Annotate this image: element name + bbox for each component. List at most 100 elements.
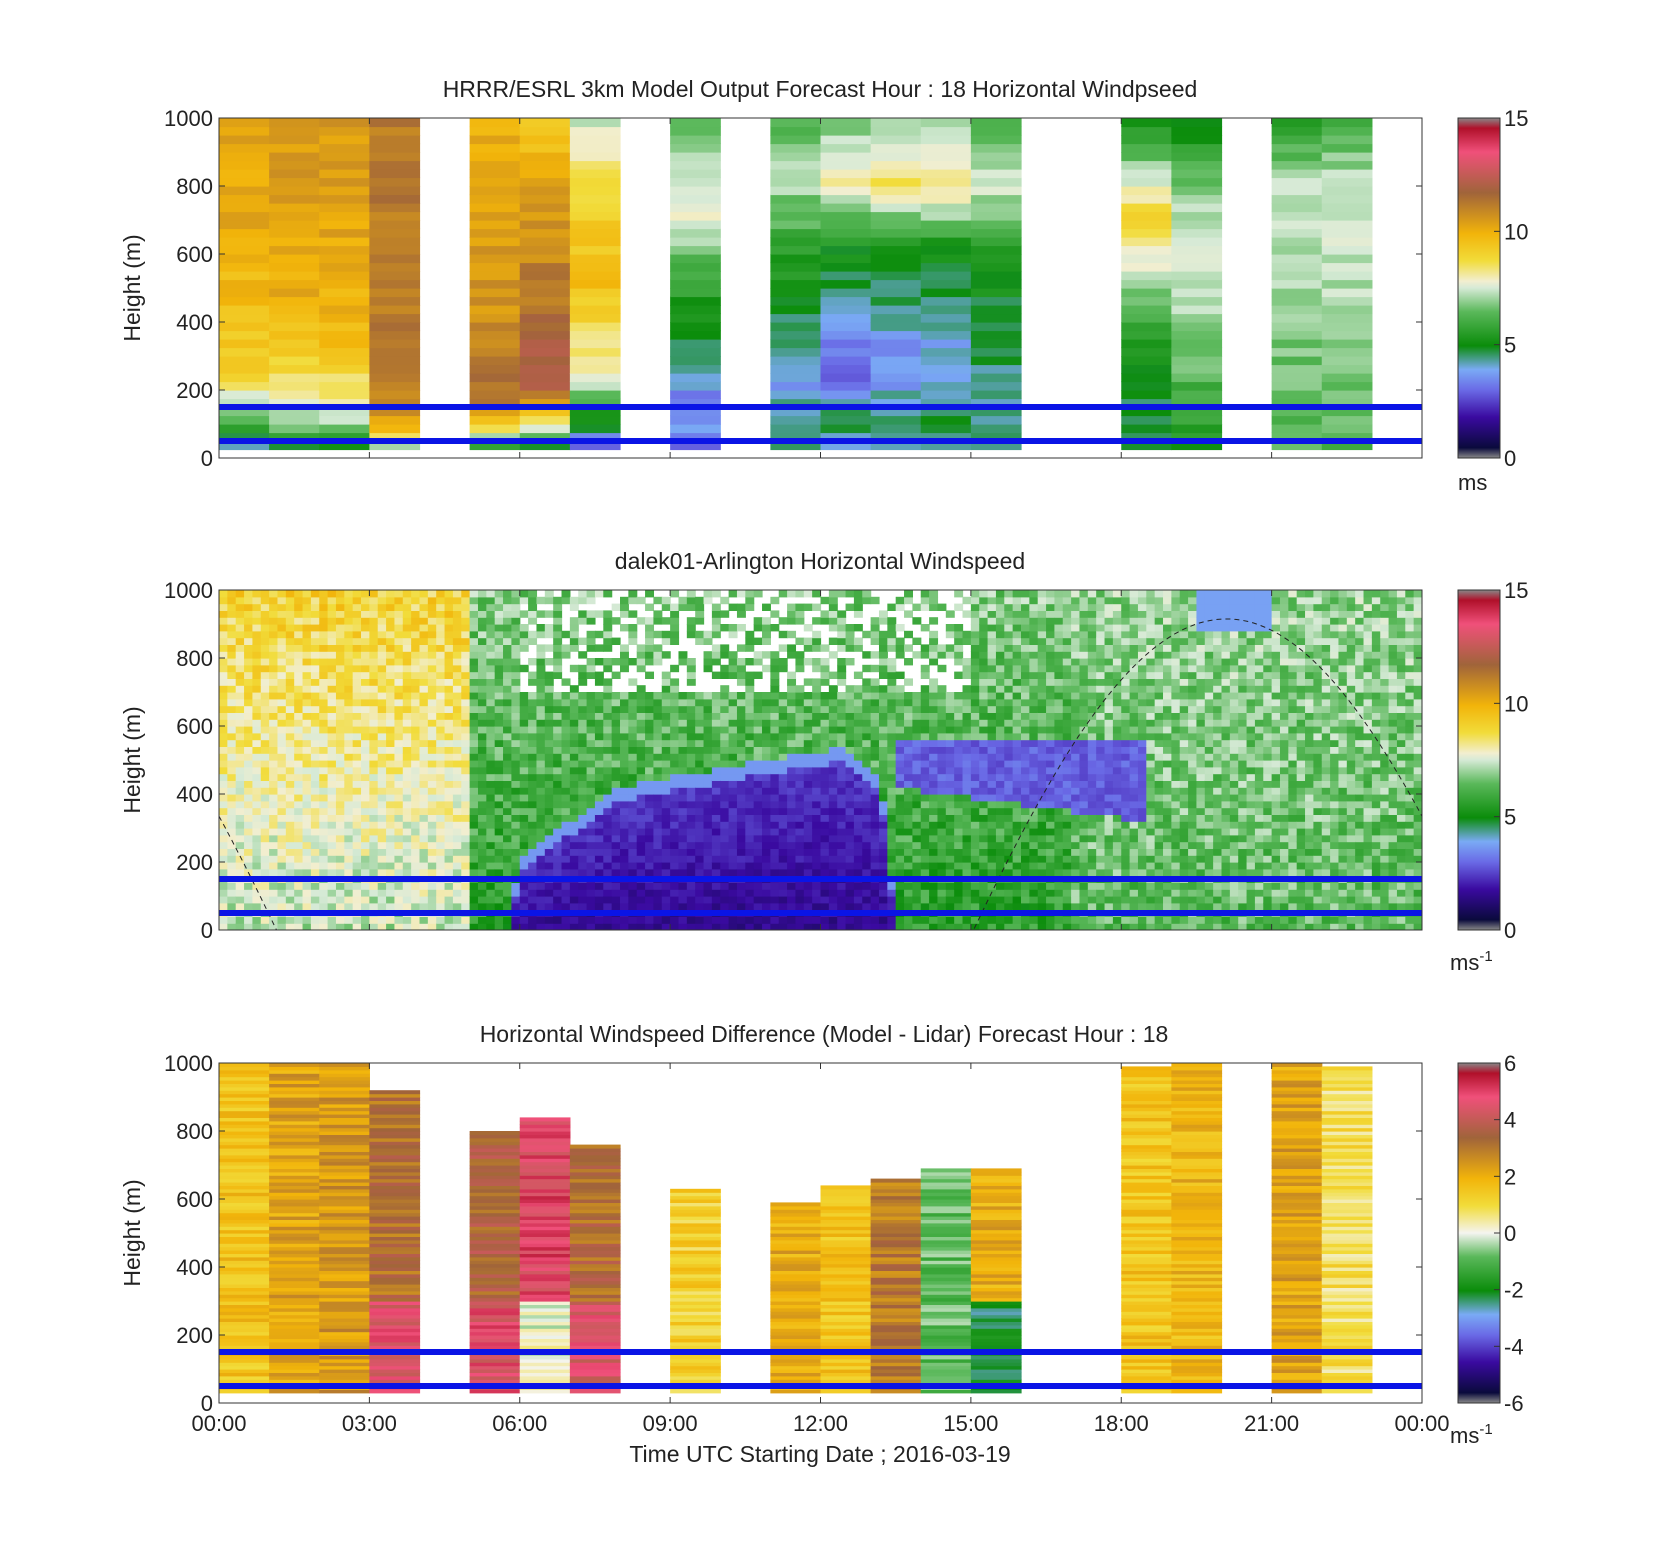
- heatmap-cell: [335, 705, 345, 713]
- heatmap-cell: [929, 902, 939, 911]
- heatmap-cell: [294, 664, 304, 673]
- heatmap-cell: [285, 855, 295, 863]
- heatmap-cell: [327, 787, 337, 795]
- heatmap-cell: [469, 814, 479, 822]
- heatmap-cell: [870, 211, 922, 221]
- heatmap-cell: [260, 896, 270, 904]
- heatmap-cell: [870, 330, 922, 340]
- heatmap-cell: [770, 407, 822, 417]
- heatmap-cell: [853, 889, 863, 897]
- heatmap-cell: [569, 794, 579, 802]
- heatmap-cell: [820, 186, 872, 196]
- heatmap-cell: [244, 624, 254, 632]
- heatmap-cell: [778, 828, 788, 836]
- heatmap-cell: [870, 732, 880, 741]
- heatmap-cell: [711, 773, 721, 781]
- heatmap-cell: [628, 637, 638, 645]
- heatmap-cell: [277, 624, 287, 632]
- heatmap-cell: [778, 617, 788, 625]
- heatmap-cell: [419, 617, 429, 625]
- heatmap-cell: [361, 739, 370, 747]
- heatmap-cell: [979, 848, 989, 856]
- heatmap-cell: [503, 685, 512, 693]
- heatmap-cell: [962, 916, 972, 924]
- heatmap-cell: [1271, 203, 1323, 213]
- heatmap-cell: [728, 916, 738, 924]
- heatmap-cell: [787, 916, 797, 924]
- heatmap-cell: [335, 787, 345, 795]
- heatmap-cell: [219, 194, 270, 204]
- heatmap-cell: [402, 828, 412, 836]
- heatmap-cell: [352, 787, 362, 795]
- heatmap-cell: [294, 719, 304, 727]
- heatmap-cell: [745, 868, 755, 877]
- heatmap-cell: [745, 596, 755, 605]
- heatmap-cell: [553, 766, 563, 775]
- heatmap-cell: [653, 787, 663, 795]
- heatmap-cell: [912, 855, 922, 863]
- heatmap-cell: [620, 828, 629, 836]
- heatmap-cell: [402, 800, 412, 809]
- heatmap-cell: [519, 398, 571, 408]
- heatmap-cell: [327, 719, 337, 727]
- heatmap-cell: [904, 712, 913, 720]
- heatmap-cell: [820, 373, 872, 383]
- heatmap-cell: [269, 245, 320, 255]
- heatmap-cell: [402, 766, 412, 775]
- heatmap-cell: [736, 766, 746, 775]
- heatmap-cell: [369, 732, 379, 741]
- heatmap-cell: [820, 279, 872, 289]
- heatmap-cell: [235, 719, 245, 727]
- heatmap-cell: [219, 617, 228, 625]
- heatmap-cell: [252, 617, 262, 625]
- heatmap-cell: [912, 814, 922, 822]
- heatmap-cell: [987, 766, 997, 775]
- heatmap-cell: [219, 432, 270, 442]
- heatmap-cell: [302, 596, 312, 605]
- heatmap-cell: [920, 237, 972, 247]
- heatmap-cell: [636, 814, 646, 822]
- heatmap-cell: [778, 753, 788, 761]
- heatmap-cell: [678, 705, 688, 713]
- heatmap-cell: [853, 834, 863, 843]
- heatmap-cell: [361, 698, 370, 707]
- heatmap-cell: [519, 726, 529, 734]
- heatmap-cell: [469, 821, 479, 829]
- heatmap-cell: [477, 787, 487, 795]
- heatmap-cell: [536, 678, 546, 686]
- heatmap-cell: [302, 902, 312, 911]
- heatmap-cell: [628, 773, 638, 781]
- heatmap-cell: [645, 773, 655, 781]
- heatmap-cell: [620, 766, 629, 775]
- heatmap-cell: [828, 868, 838, 877]
- heatmap-cell: [820, 237, 872, 247]
- heatmap-cell: [511, 617, 521, 625]
- heatmap-cell: [620, 603, 629, 611]
- heatmap-cell: [569, 169, 621, 179]
- heatmap-cell: [553, 624, 563, 632]
- heatmap-cell: [219, 254, 270, 264]
- heatmap-cell: [227, 834, 237, 843]
- heatmap-cell: [970, 330, 1022, 340]
- heatmap-cell: [277, 630, 287, 639]
- heatmap-cell: [970, 732, 980, 741]
- heatmap-cell: [419, 855, 429, 863]
- heatmap-cell: [820, 671, 830, 679]
- heatmap-cell: [294, 658, 304, 666]
- heatmap-cell: [427, 624, 437, 632]
- heatmap-cell: [736, 923, 746, 930]
- heatmap-cell: [770, 305, 822, 315]
- heatmap-cell: [244, 841, 254, 849]
- heatmap-cell: [427, 800, 437, 809]
- heatmap-cell: [728, 671, 738, 679]
- heatmap-cell: [319, 339, 370, 349]
- heatmap-cell: [386, 719, 396, 727]
- heatmap-cell: [870, 834, 880, 843]
- heatmap-cell: [728, 855, 738, 863]
- heatmap-cell: [219, 143, 270, 153]
- heatmap-cell: [1121, 381, 1172, 391]
- heatmap-cell: [770, 441, 822, 451]
- heatmap-cell: [670, 868, 680, 877]
- heatmap-cell: [728, 630, 738, 639]
- heatmap-cell: [519, 152, 571, 162]
